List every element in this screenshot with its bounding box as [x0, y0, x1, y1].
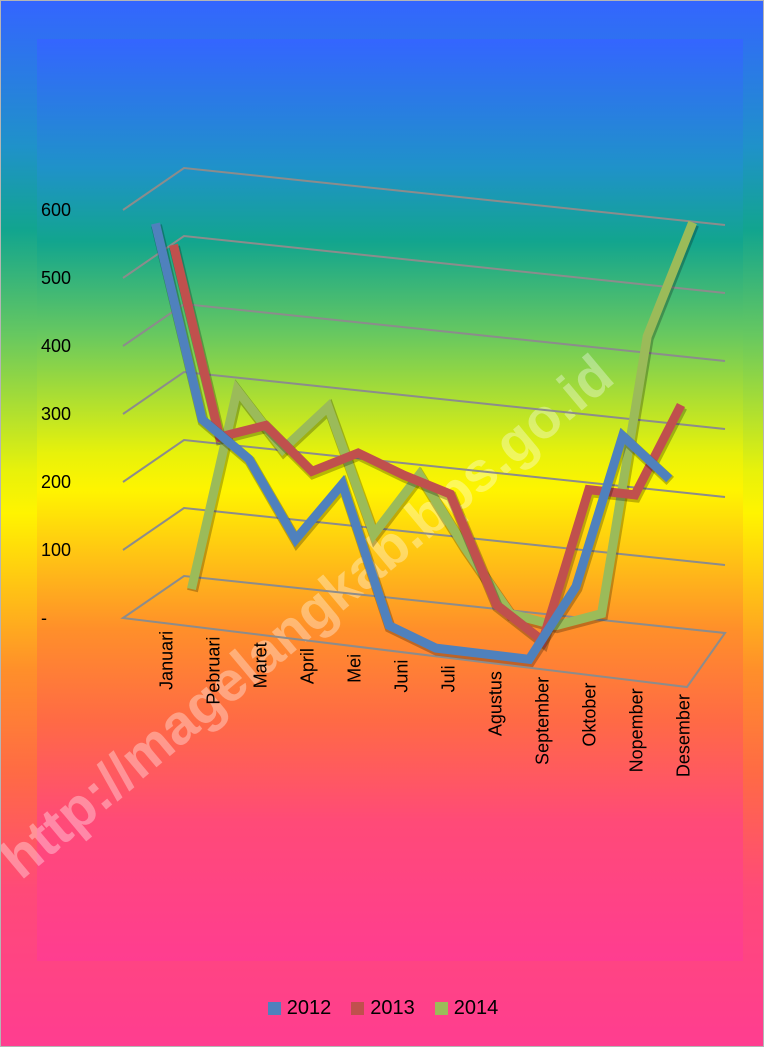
x-tick-label: April	[298, 648, 318, 684]
x-tick-label: Mei	[345, 654, 365, 683]
legend-item: 2012	[267, 997, 332, 1020]
x-tick-label: Agustus	[486, 671, 506, 736]
gridline	[122, 302, 726, 362]
gridline	[122, 506, 726, 566]
x-tick-label: Oktober	[580, 683, 600, 747]
y-tick-label: 300	[41, 404, 71, 424]
gridline	[122, 234, 726, 294]
legend: 2012 2013 2014	[1, 997, 764, 1020]
legend-label: 2014	[453, 997, 499, 1019]
series-2013-line	[169, 243, 686, 649]
legend-swatch	[351, 1002, 365, 1015]
y-tick-label: 200	[41, 472, 71, 492]
x-tick-label: Desember	[674, 694, 694, 777]
x-tick-label: Pebruari	[204, 637, 224, 705]
gridline	[122, 370, 726, 430]
x-tick-label: Nopember	[627, 688, 647, 772]
x-tick-label: Januari	[157, 631, 177, 690]
series-2012-line	[151, 222, 673, 665]
x-tick-label: Juni	[392, 660, 412, 693]
y-tick-label: 600	[41, 200, 71, 220]
series-2013	[169, 243, 687, 653]
y-tick-label: -	[41, 608, 47, 628]
legend-label: 2012	[286, 997, 332, 1019]
x-tick-label: Maret	[251, 642, 271, 688]
legend-item: 2014	[434, 997, 499, 1020]
legend-swatch	[267, 1002, 281, 1015]
gridlines	[122, 166, 726, 566]
legend-label: 2013	[370, 997, 415, 1019]
y-tick-label: 400	[41, 336, 71, 356]
legend-swatch	[434, 1002, 448, 1015]
y-tick-label: 500	[41, 268, 71, 288]
y-tick-label: 100	[41, 540, 71, 560]
plot-area	[37, 39, 743, 961]
x-tick-label: September	[533, 677, 553, 765]
floor-outline	[120, 574, 727, 689]
x-tick-label: Juli	[439, 665, 459, 692]
legend-item: 2013	[351, 997, 415, 1020]
series-2012	[151, 222, 675, 668]
gridline	[122, 166, 726, 226]
gridline	[122, 438, 726, 498]
